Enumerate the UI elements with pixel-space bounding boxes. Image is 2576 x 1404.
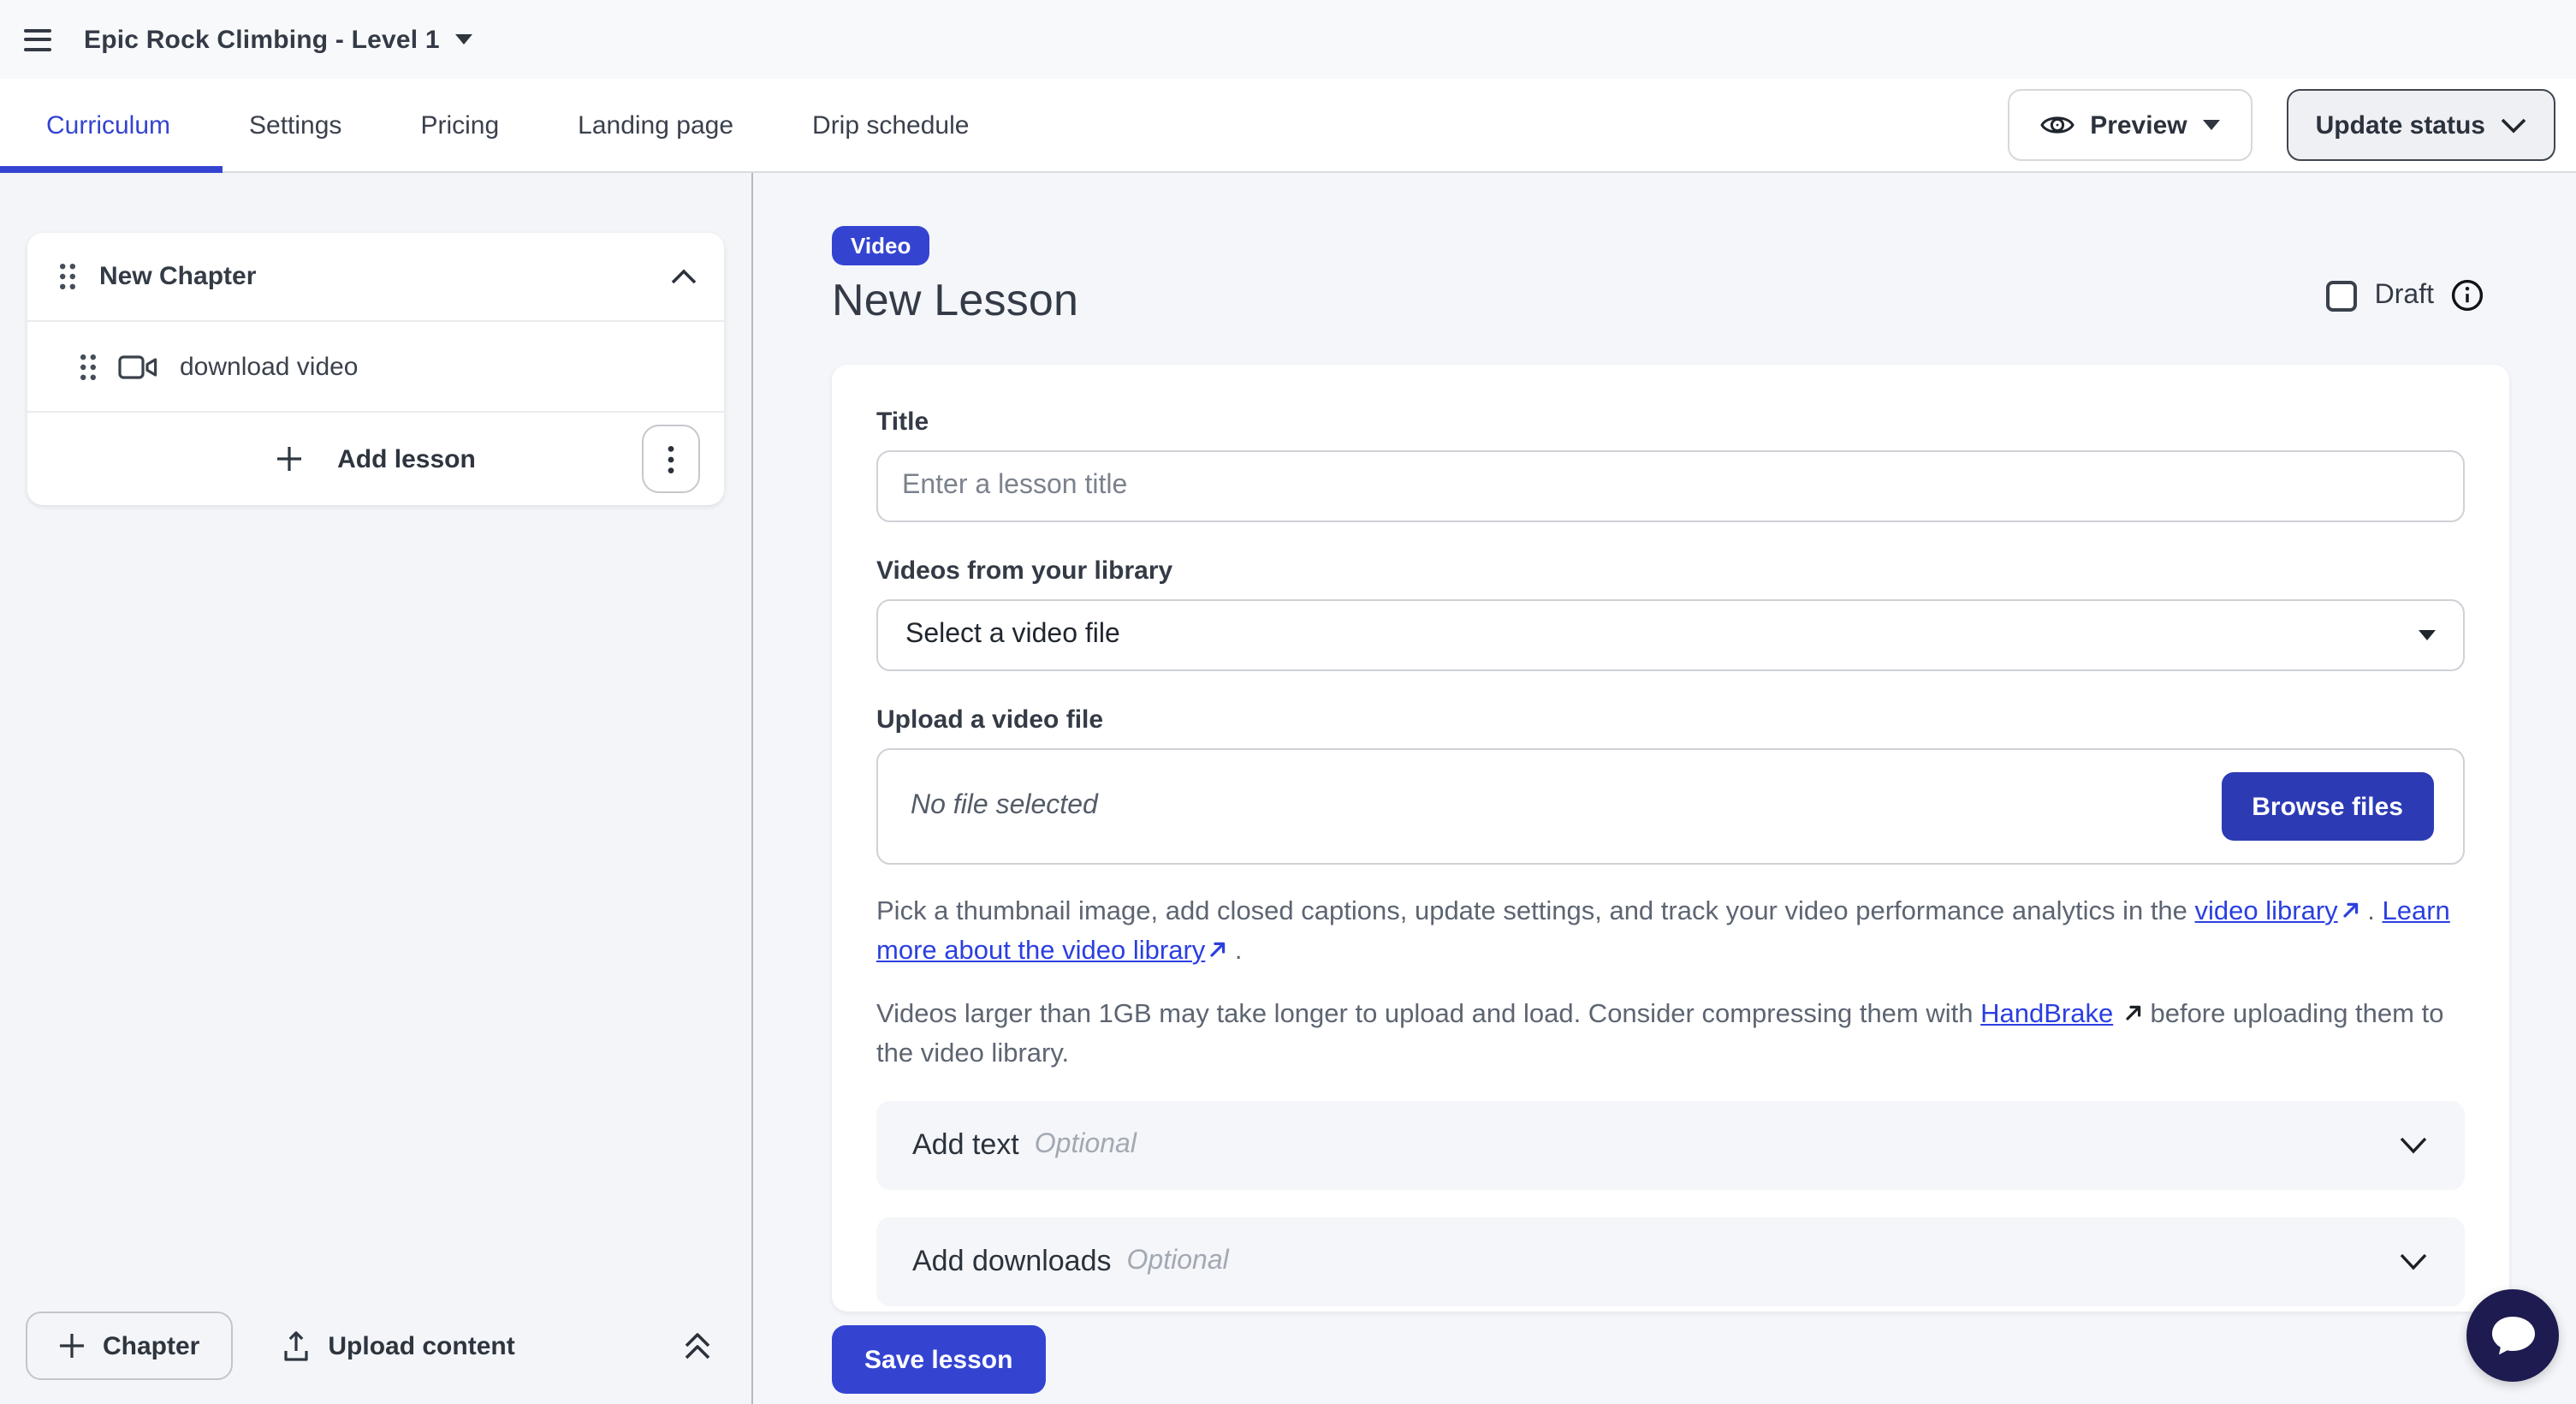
chevron-down-icon [2400,1253,2427,1270]
chapter-card: New Chapter download video [27,233,724,505]
save-lesson-button[interactable]: Save lesson [832,1325,1046,1394]
chat-widget-button[interactable] [2466,1289,2559,1382]
plus-icon [277,447,302,471]
plus-icon [60,1334,84,1358]
chevron-down-icon [2501,117,2526,133]
add-lesson-button[interactable]: Add lesson [276,444,476,473]
draft-label: Draft [2374,280,2434,309]
chevron-down-icon [2400,1137,2427,1154]
hamburger-menu-button[interactable] [24,21,62,58]
title-input[interactable] [876,450,2465,522]
caret-down-icon [454,34,472,45]
external-link-icon [1210,942,1226,957]
chevron-up-icon[interactable] [671,269,697,284]
topbar: Epic Rock Climbing - Level 1 [0,0,2576,79]
lesson-form-card: Title Videos from your library Select a … [832,365,2509,1312]
active-tab-underline [0,166,223,173]
draft-toggle: Draft [2326,279,2484,312]
add-lesson-label: Add lesson [337,444,476,473]
sidebar-footer: Chapter Upload content [26,1312,726,1380]
tab-pricing[interactable]: Pricing [420,110,500,140]
library-select[interactable]: Select a video file [876,599,2465,671]
video-help-text: Pick a thumbnail image, add closed capti… [876,897,2450,966]
title-label: Title [876,408,929,437]
course-switcher[interactable]: Epic Rock Climbing - Level 1 [84,25,472,54]
compression-help-text: Videos larger than 1GB may take longer t… [876,1000,2444,1068]
preview-button[interactable]: Preview [2008,89,2253,161]
add-downloads-label: Add downloads [912,1245,1112,1277]
curriculum-sidebar: New Chapter download video [0,173,753,1404]
learn-more-link[interactable]: Learn more about the video library [876,897,2450,966]
update-status-button[interactable]: Update status [2286,89,2555,161]
tab-drip-schedule[interactable]: Drip schedule [812,110,970,140]
add-text-section[interactable]: Add text Optional [876,1101,2465,1190]
body-split: New Chapter download video [0,173,2576,1404]
lesson-title: download video [180,352,359,381]
chapter-menu-button[interactable] [642,425,700,493]
add-lesson-row: Add lesson [27,413,724,505]
drag-handle-icon[interactable] [58,262,77,291]
add-downloads-section[interactable]: Add downloads Optional [876,1217,2465,1306]
video-library-link[interactable]: video library [2195,897,2360,926]
file-upload-area[interactable]: No file selected Browse files [876,748,2465,865]
browse-files-button[interactable]: Browse files [2221,772,2434,841]
add-chapter-button[interactable]: Chapter [26,1312,233,1380]
lesson-row[interactable]: download video [27,322,724,413]
external-link-icon [2126,1005,2141,1020]
double-chevron-up-icon [685,1332,710,1359]
preview-label: Preview [2090,110,2187,140]
chat-icon [2492,1317,2535,1355]
upload-icon [283,1330,307,1360]
chapter-header[interactable]: New Chapter [27,233,724,322]
draft-checkbox[interactable] [2326,280,2358,311]
lesson-editor: Video New Lesson Draft Title Videos from… [753,173,2576,1404]
kebab-icon [668,445,674,473]
info-icon[interactable] [2451,279,2484,312]
upload-label: Upload a video file [876,705,1104,735]
drag-handle-icon[interactable] [79,352,98,381]
caret-down-icon [2202,120,2220,130]
hamburger-icon [24,28,51,32]
optional-label: Optional [1034,1130,1137,1159]
tabbar-actions: Preview Update status [2008,89,2555,161]
course-title: Epic Rock Climbing - Level 1 [84,25,440,54]
tabbar: Curriculum Settings Pricing Landing page… [0,79,2576,173]
library-select-value: Select a video file [905,620,1120,649]
add-chapter-label: Chapter [103,1331,200,1360]
tabs: Curriculum Settings Pricing Landing page… [46,79,969,171]
tab-landing-page[interactable]: Landing page [578,110,734,140]
upload-content-label: Upload content [328,1331,515,1360]
library-label: Videos from your library [876,556,1173,586]
add-text-label: Add text [912,1128,1019,1161]
eye-icon [2040,116,2074,134]
no-file-text: No file selected [911,791,1098,820]
collapse-all-button[interactable] [683,1331,712,1360]
external-link-icon [2343,902,2358,918]
update-status-label: Update status [2315,110,2485,140]
lesson-type-badge: Video [832,226,930,265]
select-arrow-icon [2419,630,2436,640]
tab-curriculum[interactable]: Curriculum [46,110,171,140]
handbrake-link[interactable]: HandBrake [1980,1000,2114,1029]
chapter-title: New Chapter [99,262,257,291]
page-title: New Lesson [832,274,1079,325]
tab-settings[interactable]: Settings [249,110,342,140]
optional-label: Optional [1126,1246,1229,1276]
video-camera-icon [118,354,157,378]
upload-content-button[interactable]: Upload content [280,1330,515,1362]
